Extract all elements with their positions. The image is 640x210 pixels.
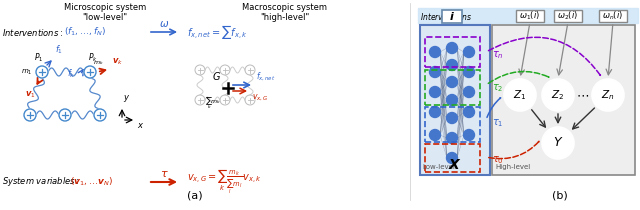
Circle shape bbox=[84, 66, 96, 78]
Text: $G$: $G$ bbox=[212, 70, 221, 82]
Text: $\tau$: $\tau$ bbox=[159, 169, 168, 179]
Text: Macroscopic system
"high-level": Macroscopic system "high-level" bbox=[243, 3, 328, 22]
FancyArrowPatch shape bbox=[488, 71, 549, 83]
Bar bbox=[516, 10, 544, 22]
Text: $m_1$: $m_1$ bbox=[20, 67, 32, 77]
Bar bbox=[425, 37, 480, 67]
Text: $v_{x,G}$: $v_{x,G}$ bbox=[252, 93, 268, 103]
Circle shape bbox=[504, 79, 536, 111]
Text: $f_1$: $f_1$ bbox=[55, 43, 63, 56]
Circle shape bbox=[447, 59, 458, 71]
Bar bbox=[492, 25, 635, 175]
Text: $f_{x,net}=\sum f_{x,k}$: $f_{x,net}=\sum f_{x,k}$ bbox=[187, 23, 248, 41]
Text: $Z_n$: $Z_n$ bbox=[601, 88, 615, 102]
Circle shape bbox=[245, 95, 255, 105]
Text: $\it{Interventions}$: $\it{Interventions}$ bbox=[420, 10, 472, 21]
Text: High-level: High-level bbox=[495, 164, 531, 170]
Text: (a): (a) bbox=[187, 190, 203, 200]
Bar bbox=[420, 25, 490, 175]
Text: $\cdots$: $\cdots$ bbox=[577, 88, 589, 101]
Text: $Y$: $Y$ bbox=[553, 136, 563, 150]
Text: $\tau_0$: $\tau_0$ bbox=[492, 154, 504, 166]
FancyArrowPatch shape bbox=[488, 37, 600, 75]
Circle shape bbox=[220, 65, 230, 75]
FancyArrowPatch shape bbox=[489, 141, 539, 159]
Bar bbox=[425, 70, 480, 105]
Circle shape bbox=[447, 113, 458, 123]
Circle shape bbox=[463, 106, 474, 118]
Circle shape bbox=[429, 106, 440, 118]
Bar bbox=[554, 10, 582, 22]
Circle shape bbox=[542, 127, 574, 159]
Circle shape bbox=[429, 87, 440, 97]
Text: $(f_1,\ldots,f_N)$: $(f_1,\ldots,f_N)$ bbox=[64, 26, 106, 38]
Circle shape bbox=[429, 130, 440, 140]
Circle shape bbox=[245, 65, 255, 75]
Text: $\it{System\ variables:}$: $\it{System\ variables:}$ bbox=[2, 176, 79, 189]
Text: $\omega$: $\omega$ bbox=[159, 19, 169, 29]
Circle shape bbox=[94, 109, 106, 121]
Circle shape bbox=[463, 46, 474, 58]
Text: $\omega_1(i)$: $\omega_1(i)$ bbox=[520, 10, 541, 22]
Text: $\tau_1$: $\tau_1$ bbox=[492, 117, 504, 129]
Text: $Z_2$: $Z_2$ bbox=[552, 88, 564, 102]
Circle shape bbox=[447, 76, 458, 88]
Circle shape bbox=[59, 109, 71, 121]
FancyArrowPatch shape bbox=[487, 98, 500, 117]
Text: $P_1$: $P_1$ bbox=[35, 51, 44, 64]
Text: $\boldsymbol{X}$: $\boldsymbol{X}$ bbox=[448, 158, 462, 172]
Bar bbox=[425, 107, 480, 142]
Text: Microscopic system
"low-level": Microscopic system "low-level" bbox=[64, 3, 146, 22]
Text: $\omega_n(i)$: $\omega_n(i)$ bbox=[602, 10, 623, 22]
Circle shape bbox=[447, 94, 458, 105]
Circle shape bbox=[195, 95, 205, 105]
Circle shape bbox=[220, 95, 230, 105]
Circle shape bbox=[542, 79, 574, 111]
Circle shape bbox=[447, 42, 458, 54]
Circle shape bbox=[429, 67, 440, 77]
Text: $v_{x,G}=\sum_k\frac{m_k}{\sum_l m_l}v_{x,k}$: $v_{x,G}=\sum_k\frac{m_k}{\sum_l m_l}v_{… bbox=[187, 168, 262, 196]
Circle shape bbox=[463, 67, 474, 77]
Text: $\boldsymbol{i}$: $\boldsymbol{i}$ bbox=[449, 10, 455, 22]
Circle shape bbox=[463, 130, 474, 140]
Text: $\sum_k m_k$: $\sum_k m_k$ bbox=[205, 95, 222, 111]
Text: $f_{x,net}$: $f_{x,net}$ bbox=[256, 71, 276, 83]
Text: $f_k$: $f_k$ bbox=[67, 68, 76, 80]
Text: $\omega_2(i)$: $\omega_2(i)$ bbox=[557, 10, 579, 22]
Circle shape bbox=[36, 66, 48, 78]
Text: $\it{Interventions:}$: $\it{Interventions:}$ bbox=[2, 26, 63, 38]
Text: Low-level: Low-level bbox=[422, 164, 455, 170]
Text: $\tau_n$: $\tau_n$ bbox=[492, 49, 504, 61]
Bar bbox=[442, 9, 462, 22]
Text: $Z_1$: $Z_1$ bbox=[513, 88, 527, 102]
Text: $m_k$: $m_k$ bbox=[93, 59, 104, 67]
Circle shape bbox=[592, 79, 624, 111]
Text: $P_k$: $P_k$ bbox=[88, 51, 98, 64]
Circle shape bbox=[447, 152, 458, 164]
Text: $\tau_2$: $\tau_2$ bbox=[492, 82, 504, 94]
Text: $\boldsymbol{v}_1$: $\boldsymbol{v}_1$ bbox=[25, 90, 35, 101]
Circle shape bbox=[447, 133, 458, 143]
Circle shape bbox=[429, 46, 440, 58]
Text: $y$: $y$ bbox=[123, 93, 131, 104]
Text: $x$: $x$ bbox=[137, 121, 144, 130]
Circle shape bbox=[24, 109, 36, 121]
Text: (b): (b) bbox=[552, 190, 568, 200]
Circle shape bbox=[463, 87, 474, 97]
Text: $(\boldsymbol{v}_1,\ldots\boldsymbol{v}_N)$: $(\boldsymbol{v}_1,\ldots\boldsymbol{v}_… bbox=[70, 176, 113, 188]
Bar bbox=[599, 10, 627, 22]
Text: $\boldsymbol{v}_k$: $\boldsymbol{v}_k$ bbox=[112, 56, 123, 67]
Bar bbox=[425, 144, 480, 172]
Circle shape bbox=[195, 65, 205, 75]
